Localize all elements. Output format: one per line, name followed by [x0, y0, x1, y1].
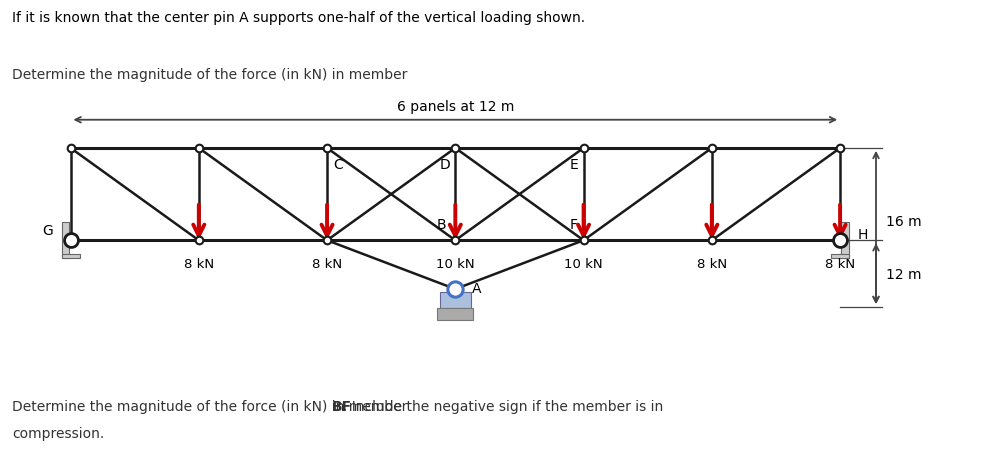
Text: 8 kN: 8 kN	[697, 258, 727, 270]
Text: 10 kN: 10 kN	[436, 258, 474, 270]
Text: 8 kN: 8 kN	[312, 258, 342, 270]
Text: Determine the magnitude of the force (in kN) in member: Determine the magnitude of the force (in…	[12, 68, 412, 82]
Text: Determine the magnitude of the force (in kN) in member: Determine the magnitude of the force (in…	[12, 399, 412, 413]
Text: C: C	[333, 157, 343, 171]
Text: compression.: compression.	[12, 426, 104, 440]
Text: If it is known that the center pin A supports one-half of the vertical loading s: If it is known that the center pin A sup…	[12, 11, 585, 25]
Text: F: F	[570, 218, 578, 232]
Text: 12 m: 12 m	[887, 267, 921, 281]
Text: G: G	[42, 224, 53, 238]
Text: H: H	[858, 227, 869, 241]
Bar	[437, 308, 473, 320]
Bar	[62, 223, 70, 259]
Text: 8 kN: 8 kN	[825, 258, 855, 270]
Text: . Include the negative sign if the member is in: . Include the negative sign if the membe…	[343, 399, 664, 413]
Text: BF: BF	[332, 399, 352, 413]
Text: 16 m: 16 m	[887, 215, 921, 229]
Text: 6 panels at 12 m: 6 panels at 12 m	[397, 100, 514, 114]
Text: A: A	[472, 281, 481, 295]
Bar	[841, 223, 849, 259]
Text: 10 kN: 10 kN	[565, 258, 603, 270]
Text: E: E	[570, 157, 579, 171]
Bar	[831, 254, 849, 259]
Bar	[62, 254, 80, 259]
Text: 8 kN: 8 kN	[184, 258, 214, 270]
Text: B: B	[436, 218, 446, 232]
Text: D: D	[439, 157, 450, 171]
Bar	[440, 292, 471, 308]
Text: Determine the magnitude of the force (in kN) in member BF: Determine the magnitude of the force (in…	[12, 399, 429, 413]
